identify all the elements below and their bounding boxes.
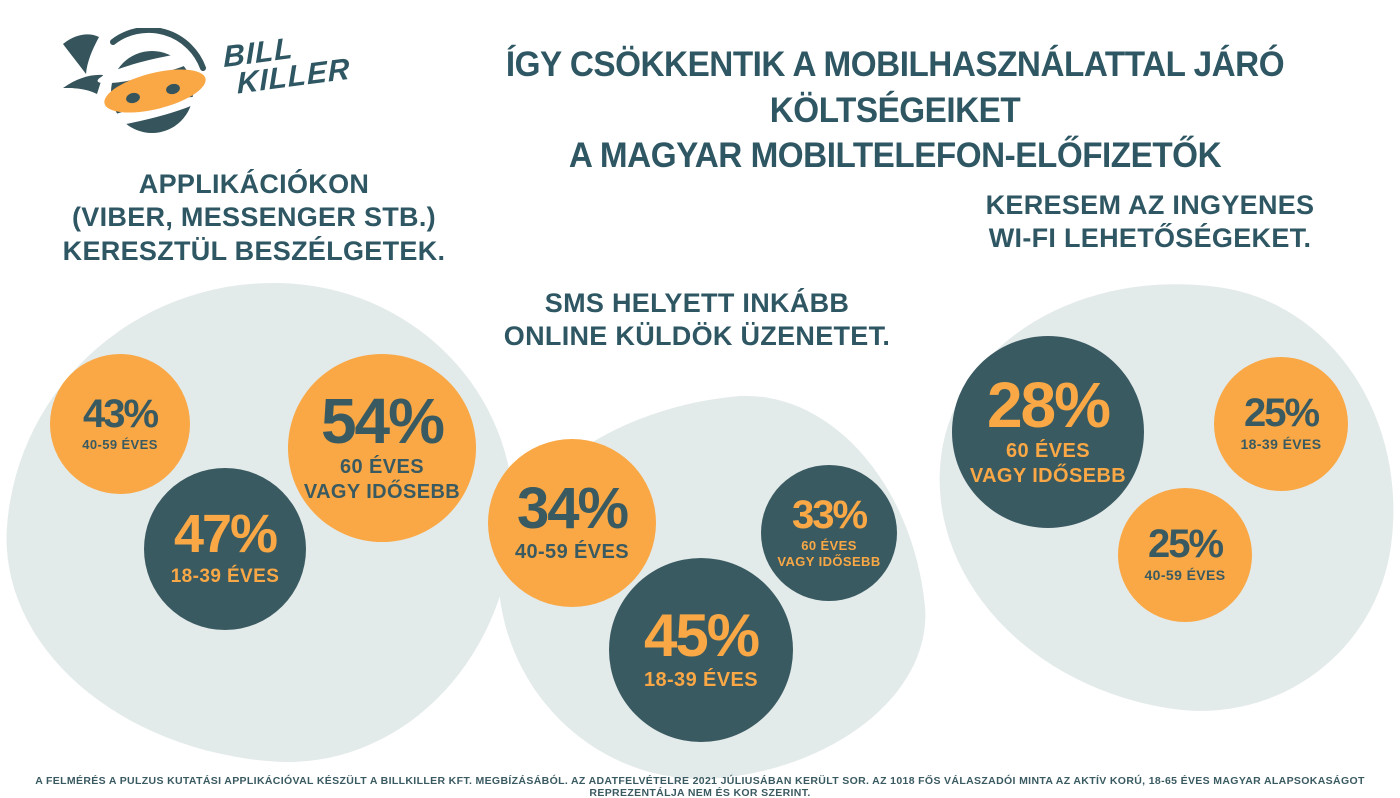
page-title-line1: ÍGY CSÖKKENTIK A MOBILHASZNÁLATTAL JÁRÓ …	[505, 45, 1285, 130]
section-title-apps-line2: (VIBER, MESSENGER STB.)	[72, 202, 436, 233]
bubble-apps-40-59: 43% 40-59 ÉVES	[50, 354, 190, 494]
bubble-age-label: 60 ÉVES VAGY IDŐSEBB	[303, 456, 461, 504]
bubble-value: 25%	[1147, 522, 1224, 567]
bubble-age-label: 40-59 ÉVES	[1144, 567, 1226, 584]
bubble-value: 43%	[82, 391, 159, 436]
bubble-value: 45%	[643, 602, 760, 669]
section-title-sms-line1: SMS HELYETT INKÁBB	[544, 288, 850, 318]
bubble-age-label: 18-39 ÉVES	[643, 669, 759, 691]
ninja-mask-icon	[55, 26, 215, 145]
section-title-wifi: KERESEM AZ INGYENES WI-FI LEHETŐSÉGEKET.	[950, 189, 1350, 256]
page-title: ÍGY CSÖKKENTIK A MOBILHASZNÁLATTAL JÁRÓ …	[425, 42, 1366, 179]
section-title-apps-line3: KERESZTÜL BESZÉLGETEK.	[62, 235, 446, 266]
bubble-wifi-60plus: 28% 60 ÉVES VAGY IDŐSEBB	[952, 336, 1144, 528]
bubble-age-label: 60 ÉVES VAGY IDŐSEBB	[969, 440, 1127, 488]
logo-wordmark: BILL KILLER	[223, 27, 351, 101]
section-title-sms-line2: ONLINE KÜLDÖK ÜZENETET.	[503, 321, 891, 352]
bubble-value: 54%	[320, 384, 445, 457]
bubble-value: 47%	[173, 504, 278, 565]
bubble-sms-40-59: 34% 40-59 ÉVES	[488, 439, 656, 607]
section-title-wifi-line1: KERESEM AZ INGYENES	[985, 190, 1315, 220]
bubble-value: 33%	[791, 492, 868, 537]
bubble-sms-18-39: 45% 18-39 ÉVES	[609, 558, 793, 742]
bubble-age-label: 40-59 ÉVES	[82, 436, 158, 452]
bubble-age-label: 40-59 ÉVES	[514, 541, 630, 564]
bubble-value: 25%	[1243, 391, 1320, 436]
bubble-age-label: 18-39 ÉVES	[1240, 436, 1322, 453]
section-title-wifi-line2: WI-FI LEHETŐSÉGEKET.	[988, 223, 1312, 254]
bubble-wifi-40-59: 25% 40-59 ÉVES	[1118, 488, 1252, 622]
survey-footnote: A FELMÉRÉS A PULZUS KUTATÁSI APPLIKÁCIÓV…	[35, 775, 1365, 798]
bubble-age-label: 60 ÉVES VAGY IDŐSEBB	[777, 537, 881, 569]
page-title-line2: A MAGYAR MOBILTELEFON-ELŐFIZETŐK	[568, 136, 1222, 175]
section-title-sms: SMS HELYETT INKÁBB ONLINE KÜLDÖK ÜZENETE…	[497, 287, 897, 354]
bubble-apps-18-39: 47% 18-39 ÉVES	[144, 468, 306, 630]
bubble-sms-60plus: 33% 60 ÉVES VAGY IDŐSEBB	[761, 465, 897, 601]
section-title-apps: APPLIKÁCIÓKON (VIBER, MESSENGER STB.) KE…	[58, 168, 450, 268]
bubble-wifi-18-39: 25% 18-39 ÉVES	[1214, 357, 1348, 491]
bubble-value: 28%	[986, 368, 1111, 441]
bubble-age-label: 18-39 ÉVES	[170, 565, 280, 587]
bubble-value: 34%	[516, 475, 629, 541]
section-title-apps-line1: APPLIKÁCIÓKON	[138, 169, 370, 199]
billkiller-logo: BILL KILLER	[55, 26, 385, 138]
bubble-apps-60plus: 54% 60 ÉVES VAGY IDŐSEBB	[288, 354, 476, 542]
